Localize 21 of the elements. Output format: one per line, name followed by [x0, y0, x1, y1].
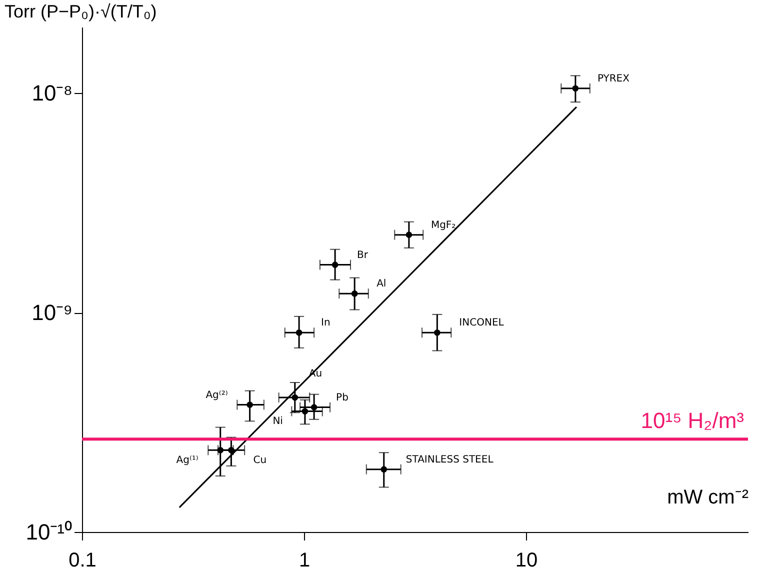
x-axis-title: mW cm⁻² — [667, 486, 749, 508]
annotation: Pb — [336, 392, 348, 404]
x-tick-label: 10 — [515, 550, 538, 572]
annotation: In — [321, 318, 330, 329]
annotation: INCONEL — [459, 318, 504, 329]
y-tick-label: 10⁻⁸ — [32, 80, 72, 106]
ref-line-label: 10¹⁵ H₂/m³ — [640, 408, 744, 434]
annotation: PYREX — [597, 73, 630, 84]
x-tick-label: 1 — [298, 550, 310, 572]
annotation: Ag⁽¹⁾ — [176, 455, 198, 466]
annotation: Cu — [253, 455, 267, 466]
y-axis-title: Torr (P−P₀)·√(T/T₀) — [4, 2, 157, 22]
annotation: MgF₂ — [430, 220, 456, 231]
y-tick-label: 10⁻⁹ — [32, 300, 72, 326]
annotation: Ni — [272, 416, 283, 428]
annotation: STAINLESS STEEL — [406, 454, 494, 466]
y-tick-label: 10⁻¹⁰ — [26, 520, 72, 544]
annotation: Ag⁽²⁾ — [206, 390, 228, 401]
annotation: Br — [357, 250, 369, 261]
x-tick-label: 0.1 — [68, 550, 96, 572]
annotation: Al — [376, 278, 386, 290]
